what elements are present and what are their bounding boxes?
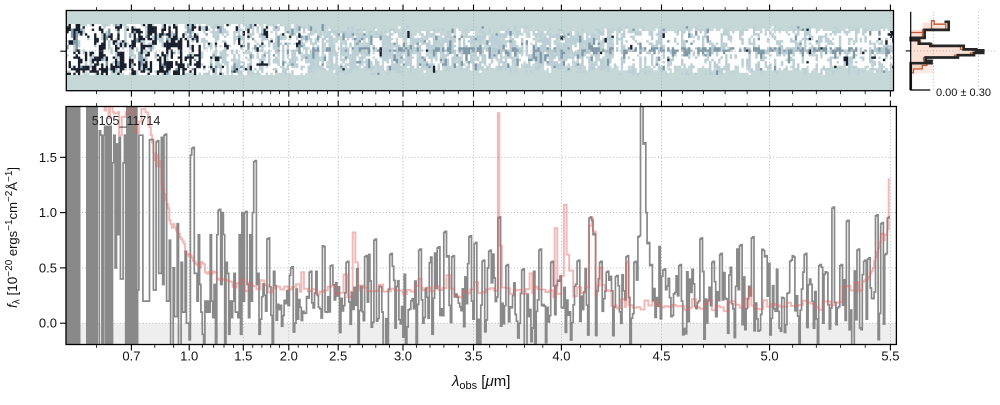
svg-text:1.0: 1.0	[180, 349, 198, 364]
svg-text:1.0: 1.0	[39, 205, 57, 220]
svg-text:0.0: 0.0	[39, 316, 57, 331]
svg-text:fλ [10−20 ergs−1cm−2Å−1]: fλ [10−20 ergs−1cm−2Å−1]	[4, 167, 23, 308]
svg-text:0.7: 0.7	[122, 349, 140, 364]
svg-text:5.0: 5.0	[761, 349, 779, 364]
svg-text:0.00 ± 0.30: 0.00 ± 0.30	[936, 87, 991, 99]
svg-text:3.5: 3.5	[464, 349, 482, 364]
svg-text:1.5: 1.5	[39, 150, 57, 165]
svg-text:5105_11714: 5105_11714	[92, 114, 161, 128]
svg-text:0.5: 0.5	[39, 260, 57, 275]
svg-text:5.5: 5.5	[881, 349, 899, 364]
svg-text:4.5: 4.5	[652, 349, 670, 364]
svg-text:3.0: 3.0	[394, 349, 412, 364]
svg-text:2.0: 2.0	[280, 349, 298, 364]
svg-text:λobs [μm]: λobs [μm]	[451, 373, 510, 392]
svg-text:1.5: 1.5	[234, 349, 252, 364]
svg-text:4.0: 4.0	[552, 349, 570, 364]
svg-text:2.5: 2.5	[329, 349, 347, 364]
